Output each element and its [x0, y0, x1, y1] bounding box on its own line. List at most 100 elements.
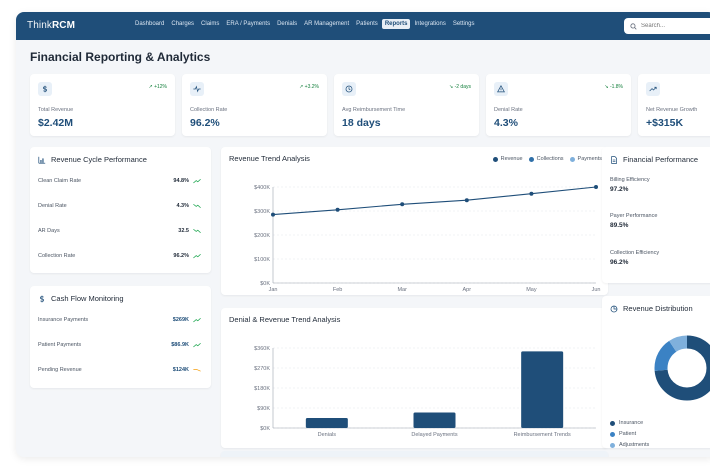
- nav-link-settings[interactable]: Settings: [452, 21, 475, 27]
- metric-row-collection-rate: Collection Rate 96.2%: [38, 250, 203, 262]
- nav-link-claims[interactable]: Claims: [201, 21, 220, 27]
- legend-dot: [528, 156, 534, 162]
- y-tick-label: $0K: [260, 281, 270, 287]
- card-title: Cash Flow Monitoring: [38, 294, 124, 303]
- dollar-icon: [43, 85, 47, 93]
- fin-item-collection-efficiency: Collection Efficiency 96.2%: [610, 250, 660, 266]
- fin-item-payer-performance: Payer Performance 89.5%: [610, 213, 658, 229]
- trend-down-icon: [193, 203, 201, 209]
- app-window: ThinkRCM Dashboard Charges Claims ERA / …: [16, 12, 710, 457]
- data-point: [271, 212, 275, 217]
- x-tick-label: Apr: [463, 287, 472, 293]
- nav-link-era-payments[interactable]: ERA / Payments: [226, 21, 271, 27]
- search-input[interactable]: [641, 23, 710, 29]
- card-title: Revenue Cycle Performance: [38, 155, 147, 164]
- search-box[interactable]: [624, 18, 710, 34]
- kpi-card-net-revenue-growth: Net Revenue Growth +$315K: [638, 74, 710, 136]
- kpi-value: 4.3%: [494, 117, 518, 129]
- clock-icon: [345, 85, 353, 93]
- revenue-donut-chart: [654, 335, 710, 401]
- kpi-value: 18 days: [342, 117, 381, 129]
- logo[interactable]: ThinkRCM: [27, 20, 75, 31]
- card-title: Revenue Distribution: [610, 304, 693, 313]
- data-point: [464, 198, 469, 203]
- top-navigation-bar: ThinkRCM Dashboard Charges Claims ERA / …: [16, 12, 710, 40]
- bar-reimbursement-trends: [521, 351, 564, 428]
- alert-icon: [497, 85, 505, 93]
- kpi-change: ↗ +3.2%: [299, 84, 319, 90]
- legend-item-collections[interactable]: Collections: [528, 156, 564, 162]
- document-icon: [611, 155, 617, 164]
- legend-item-patient[interactable]: Patient: [610, 431, 636, 437]
- trend-up-icon: [193, 317, 201, 323]
- nav-link-denials[interactable]: Denials: [277, 21, 298, 27]
- kpi-value: 96.2%: [190, 117, 220, 129]
- data-point: [594, 185, 598, 189]
- logo-rcm: RCM: [51, 20, 76, 31]
- x-tick-label: Jan: [269, 287, 278, 293]
- activity-icon: [193, 85, 201, 93]
- legend-dot: [610, 442, 615, 448]
- page-title: Financial Reporting & Analytics: [30, 50, 211, 64]
- cash-flow-monitoring-card: Cash Flow Monitoring Insurance Payments $…: [30, 286, 211, 388]
- kpi-change: ↗ +12%: [148, 84, 167, 90]
- chart-legend: Revenue Collections Payments: [487, 156, 602, 162]
- kpi-label: Total Revenue: [38, 107, 74, 113]
- trend-up-icon: [649, 86, 657, 92]
- donut-segment-adjustments: [654, 335, 710, 401]
- legend-dot: [569, 156, 575, 162]
- nav-link-integrations[interactable]: Integrations: [414, 21, 446, 27]
- trend-down-icon: ↘: [604, 84, 609, 90]
- y-tick-label: $300K: [254, 209, 270, 215]
- nav-link-dashboard[interactable]: Dashboard: [135, 21, 165, 27]
- y-tick-label: $180K: [254, 386, 270, 392]
- nav-link-ar-management[interactable]: AR Management: [304, 21, 350, 27]
- nav-link-reports[interactable]: Reports: [381, 19, 411, 29]
- denial-revenue-trend-card: Denial & Revenue Trend Analysis $0K $90K $…: [221, 308, 608, 448]
- partial-card: [221, 451, 608, 457]
- legend-dot: [492, 156, 498, 162]
- dollar-icon: [40, 295, 44, 302]
- metric-row-clean-claim-rate: Clean Claim Rate 94.8%: [38, 175, 203, 187]
- revenue-cycle-performance-card: Revenue Cycle Performance Clean Claim Ra…: [30, 147, 211, 273]
- data-point: [400, 202, 405, 207]
- pie-chart-icon: [610, 305, 618, 312]
- kpi-label: Net Revenue Growth: [646, 107, 698, 113]
- trend-up-icon: ↗: [299, 84, 304, 90]
- kpi-change: ↘ -2 days: [449, 84, 471, 90]
- fin-item-billing-efficiency: Billing Efficiency 97.2%: [610, 177, 650, 193]
- kpi-label: Collection Rate: [190, 107, 228, 113]
- kpi-change: ↘ -1.8%: [604, 84, 623, 90]
- x-tick-label: Mar: [397, 287, 407, 293]
- trend-down-icon: [193, 228, 201, 234]
- metric-row-patient-payments: Patient Payments $86.9K: [38, 339, 203, 351]
- x-tick-label: May: [526, 287, 537, 293]
- card-title: Denial & Revenue Trend Analysis: [229, 315, 341, 324]
- legend-item-adjustments[interactable]: Adjustments: [610, 442, 649, 448]
- donut-segment-patient: [654, 335, 710, 401]
- trend-down-icon: ↘: [449, 84, 454, 90]
- revenue-distribution-card: Revenue Distribution Insurance Patient A…: [602, 296, 710, 448]
- x-tick-label: Denials: [318, 432, 337, 438]
- trend-up-icon: [193, 253, 201, 259]
- card-title: Financial Performance: [610, 155, 698, 164]
- kpi-value: $2.42M: [38, 117, 74, 129]
- legend-item-payments[interactable]: Payments: [569, 156, 602, 162]
- search-icon: [630, 22, 637, 30]
- x-tick-label: Delayed Payments: [411, 432, 457, 438]
- y-tick-label: $0K: [260, 426, 270, 432]
- y-tick-label: $200K: [254, 233, 270, 239]
- bar-chart-icon: [38, 156, 46, 164]
- legend-item-revenue[interactable]: Revenue: [492, 156, 523, 162]
- financial-performance-card: Financial Performance Billing Efficiency…: [602, 147, 710, 283]
- metric-row-ar-days: AR Days 32.5: [38, 225, 203, 237]
- legend-item-insurance[interactable]: Insurance: [610, 420, 643, 426]
- nav-link-charges[interactable]: Charges: [171, 21, 195, 27]
- nav-link-patients[interactable]: Patients: [356, 21, 378, 27]
- logo-think: Think: [27, 20, 52, 31]
- kpi-card-collection-rate: ↗ +3.2% Collection Rate 96.2%: [182, 74, 327, 136]
- revenue-trend-line-chart: $0K $100K $200K $300K $400K Jan Feb Mar Apr May Ju…: [254, 185, 600, 293]
- kpi-card-avg-reimbursement-time: ↘ -2 days Avg Reimbursement Time 18 days: [334, 74, 479, 136]
- revenue-trend-card: Revenue Trend Analysis Revenue Collectio…: [221, 147, 608, 295]
- nav-links: Dashboard Charges Claims ERA / Payments …: [132, 19, 479, 29]
